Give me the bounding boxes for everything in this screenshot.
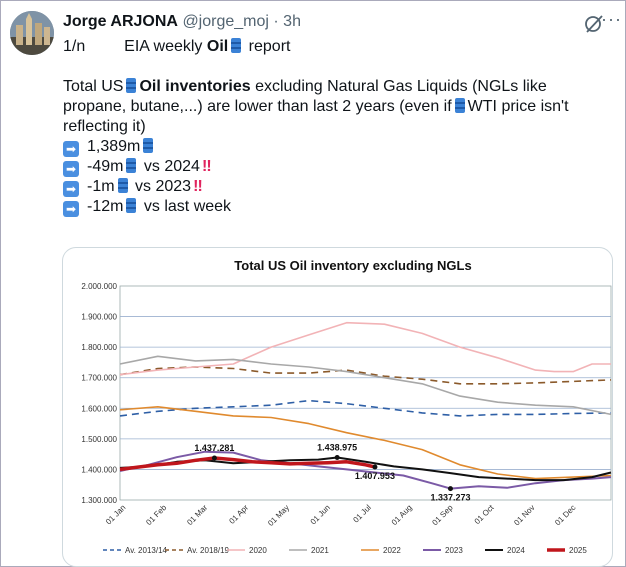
legend-label: 2024 xyxy=(507,546,525,555)
bullet-4: ➡ -12m vs last week xyxy=(63,197,613,217)
text-line-1: 1/n EIA weekly Oil report xyxy=(63,37,613,57)
chart-title: Total US Oil inventory excluding NGLs xyxy=(234,258,471,273)
annotation-marker xyxy=(372,464,378,470)
x-tick-label: 01 Nov xyxy=(512,503,536,527)
annotation-label: 1.437.281 xyxy=(194,443,234,453)
tweet-text: 1/n EIA weekly Oil report Total US Oil in… xyxy=(63,37,613,217)
legend-label: Av. 2018/19 xyxy=(187,546,230,555)
x-tick-label: 01 Jan xyxy=(104,503,127,526)
legend-label: 2022 xyxy=(383,546,401,555)
y-tick-label: 1.900.000 xyxy=(81,313,117,322)
x-tick-label: 01 Sep xyxy=(430,503,455,528)
oil-barrel-icon xyxy=(126,158,137,173)
legend-label: 2025 xyxy=(569,546,587,555)
more-options-button[interactable]: ··· xyxy=(601,9,622,29)
double-exclamation-icon: ‼ xyxy=(193,178,203,195)
y-tick-label: 1.600.000 xyxy=(81,404,117,413)
author-name[interactable]: Jorge ARJONA xyxy=(63,13,178,30)
y-tick-label: 1.800.000 xyxy=(81,343,117,352)
y-tick-label: 2.000.000 xyxy=(81,282,117,291)
right-arrow-icon: ➡ xyxy=(63,141,79,157)
plot-area xyxy=(119,285,612,501)
annotation-label: 1.438.975 xyxy=(317,443,357,453)
x-tick-label: 01 Jun xyxy=(309,503,332,526)
annotation-label: 1.407.953 xyxy=(355,471,395,481)
right-arrow-icon: ➡ xyxy=(63,161,79,177)
x-tick-label: 01 Apr xyxy=(227,503,250,526)
text-line-2: Total US Oil inventories excluding Natura… xyxy=(63,77,613,137)
bullet-1: ➡ 1,389m xyxy=(63,137,613,157)
x-tick-label: 01 Dec xyxy=(553,503,577,527)
x-tick-label: 01 Oct xyxy=(473,503,497,527)
bullet-2: ➡ -49m vs 2024 ‼ xyxy=(63,157,613,177)
text-span: WTI price isn't reflecting it) xyxy=(63,98,569,135)
oil-barrel-icon xyxy=(117,178,128,193)
legend-label: 2021 xyxy=(311,546,329,555)
y-tick-label: 1.400.000 xyxy=(81,465,117,474)
text-span: EIA weekly xyxy=(124,38,203,55)
x-tick-label: 01 Aug xyxy=(390,503,414,527)
double-exclamation-icon: ‼ xyxy=(201,158,212,175)
y-tick-label: 1.700.000 xyxy=(81,374,117,383)
timestamp[interactable]: 3h xyxy=(283,13,301,30)
avatar[interactable] xyxy=(10,11,54,55)
series-line-2021 xyxy=(119,355,612,416)
annotation-marker xyxy=(211,455,217,461)
separator: · xyxy=(273,13,279,30)
series-line-2023 xyxy=(119,450,612,490)
bullet-value: -1m xyxy=(87,178,115,195)
y-tick-label: 1.300.000 xyxy=(81,496,117,505)
legend-label: 2020 xyxy=(249,546,267,555)
series-line-av-2018-19 xyxy=(119,366,612,385)
x-tick-label: 01 Mar xyxy=(185,503,209,527)
text-span-bold: Oil xyxy=(206,38,229,55)
inventory-chart: Total US Oil inventory excluding NGLs 2.… xyxy=(81,258,612,555)
oil-barrel-icon xyxy=(454,98,465,113)
text-span: Total US xyxy=(63,78,124,95)
series-line-2025 xyxy=(119,456,376,472)
annotation-label: 1.337.273 xyxy=(430,493,470,503)
x-tick-label: 01 May xyxy=(266,503,291,528)
x-tick-label: 01 Jul xyxy=(351,503,373,525)
legend-label: Av. 2013/14 xyxy=(125,546,168,555)
y-tick-label: 1.500.000 xyxy=(81,435,117,444)
x-tick-label: 01 Feb xyxy=(144,503,168,527)
text-span: excluding Natural Gas Liquids (NGLs like… xyxy=(63,78,547,115)
tweet-header: Jorge ARJONA @jorge_moj · 3h xyxy=(63,13,301,31)
series-line-av-2013-14 xyxy=(119,399,612,417)
grok-icon[interactable] xyxy=(583,13,605,35)
right-arrow-icon: ➡ xyxy=(63,181,79,197)
avatar-image xyxy=(10,11,54,55)
bullet-3: ➡ -1m vs 2023 ‼ xyxy=(63,177,613,197)
author-handle[interactable]: @jorge_moj xyxy=(182,13,269,30)
bullet-value: 1,389m xyxy=(87,138,141,155)
text-span-bold: Oil inventories xyxy=(139,78,251,95)
right-arrow-icon: ➡ xyxy=(63,201,79,217)
series-line-2022 xyxy=(119,406,612,480)
oil-barrel-icon xyxy=(126,78,137,93)
oil-barrel-icon xyxy=(126,198,137,213)
annotation-marker xyxy=(447,486,453,492)
oil-barrel-icon xyxy=(143,138,154,153)
bullet-text: vs 2023 xyxy=(135,178,192,195)
annotation-marker xyxy=(334,455,340,461)
bullet-text: vs 2024 xyxy=(143,158,200,175)
text-span: report xyxy=(248,38,291,55)
bullet-value: -12m xyxy=(87,198,124,215)
bullet-value: -49m xyxy=(87,158,124,175)
series-line-2020 xyxy=(119,321,611,376)
thread-index: 1/n xyxy=(63,38,86,55)
legend-label: 2023 xyxy=(445,546,463,555)
bullet-text: vs last week xyxy=(143,198,232,215)
oil-barrel-icon xyxy=(231,38,242,53)
chart-image[interactable]: Total US Oil inventory excluding NGLs 2.… xyxy=(62,247,613,567)
